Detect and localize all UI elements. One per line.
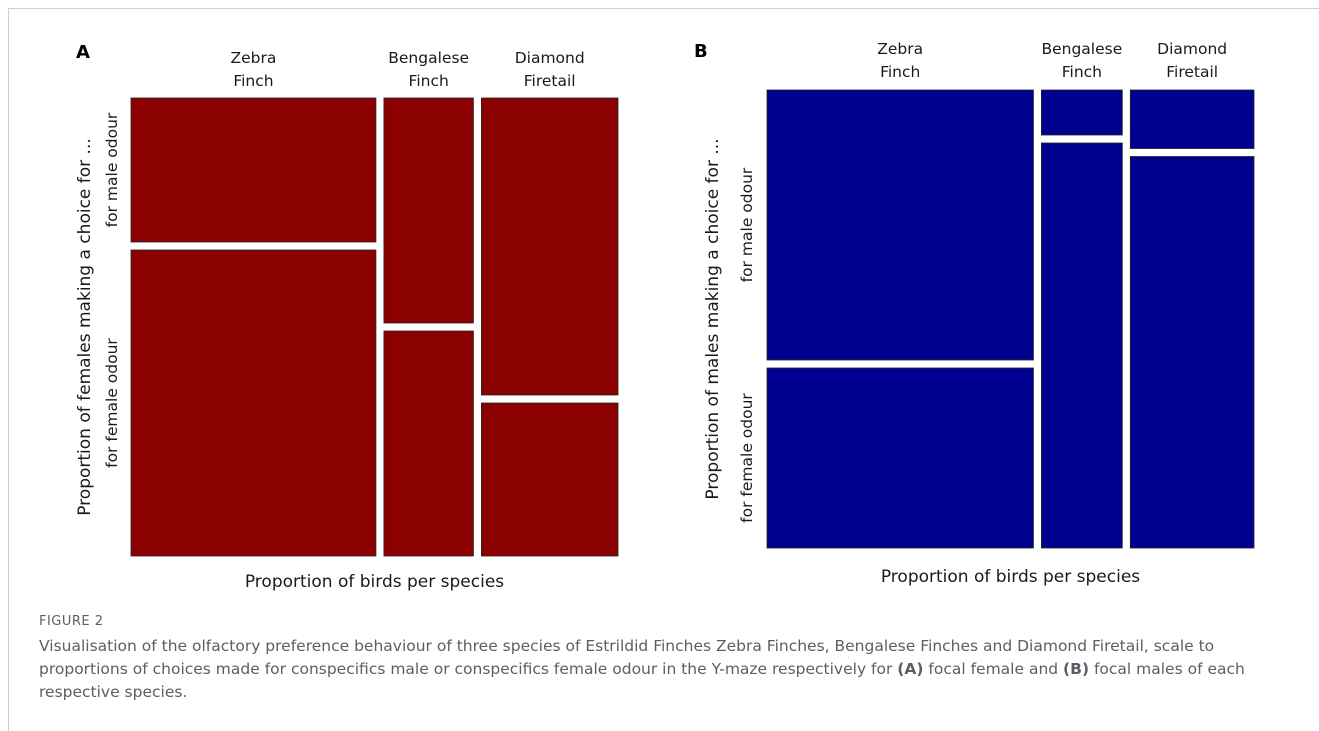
category-label-1-1: Finch	[1062, 63, 1102, 81]
category-label-1-2: Firetail	[1166, 63, 1218, 81]
segment-label-male-1: for male odour	[738, 167, 756, 282]
tile-female-odour-0-0	[130, 249, 377, 557]
segment-label-female-0: for female odour	[103, 338, 121, 468]
tile-male-odour-0-2	[481, 97, 619, 396]
caption-text-part3: focal males of each respective species.	[39, 660, 1245, 701]
y-axis-label-0: Proportion of females making a choice fo…	[75, 138, 95, 516]
category-label-0-2: Firetail	[524, 72, 576, 90]
panel-label-a: A	[76, 42, 90, 63]
caption-ref-a: (A)	[897, 660, 924, 678]
caption-text-part1: Visualisation of the olfactory preferenc…	[39, 637, 1215, 678]
figure-frame	[8, 8, 1319, 731]
tile-female-odour-0-1	[383, 330, 474, 557]
category-label-0-1: Bengalese	[388, 49, 469, 67]
tile-female-odour-1-2	[1129, 156, 1255, 549]
mosaic-figure: A Zebra Finch Bengalese Finch Diamond Firetail…	[75, 40, 1255, 592]
tile-female-odour-1-0	[766, 367, 1034, 549]
category-label-0-0: Finch	[233, 72, 273, 90]
y-axis-label-1: Proportion of males making a choice for …	[703, 138, 723, 499]
figure-caption: FIGURE 2 Visualisation of the olfactory …	[39, 614, 1301, 704]
tile-male-odour-1-2	[1129, 89, 1255, 149]
category-label-1-2: Diamond	[1157, 40, 1227, 58]
segment-label-male-0: for male odour	[103, 112, 121, 227]
category-label-0-0: Zebra	[231, 49, 277, 67]
x-axis-label-0: Proportion of birds per species	[245, 572, 504, 592]
x-axis-label-1: Proportion of birds per species	[881, 567, 1140, 587]
category-label-1-1: Bengalese	[1041, 40, 1122, 58]
category-label-0-1: Finch	[409, 72, 449, 90]
category-label-1-0: Finch	[880, 63, 920, 81]
caption-text-part2: focal female and	[923, 660, 1064, 678]
tile-male-odour-1-0	[766, 89, 1034, 361]
tile-female-odour-1-1	[1041, 142, 1123, 549]
tile-male-odour-1-1	[1041, 89, 1123, 136]
segment-label-female-1: for female odour	[738, 393, 756, 523]
category-label-0-2: Diamond	[515, 49, 585, 67]
tile-male-odour-0-0	[130, 97, 377, 243]
caption-ref-b: (B)	[1063, 660, 1090, 678]
tile-male-odour-0-1	[383, 97, 474, 324]
figure-caption-text: Visualisation of the olfactory preferenc…	[39, 635, 1301, 704]
category-label-1-0: Zebra	[877, 40, 923, 58]
tile-female-odour-0-2	[481, 402, 619, 557]
figure-label: FIGURE 2	[39, 614, 104, 629]
panel-label-b: B	[694, 41, 708, 62]
